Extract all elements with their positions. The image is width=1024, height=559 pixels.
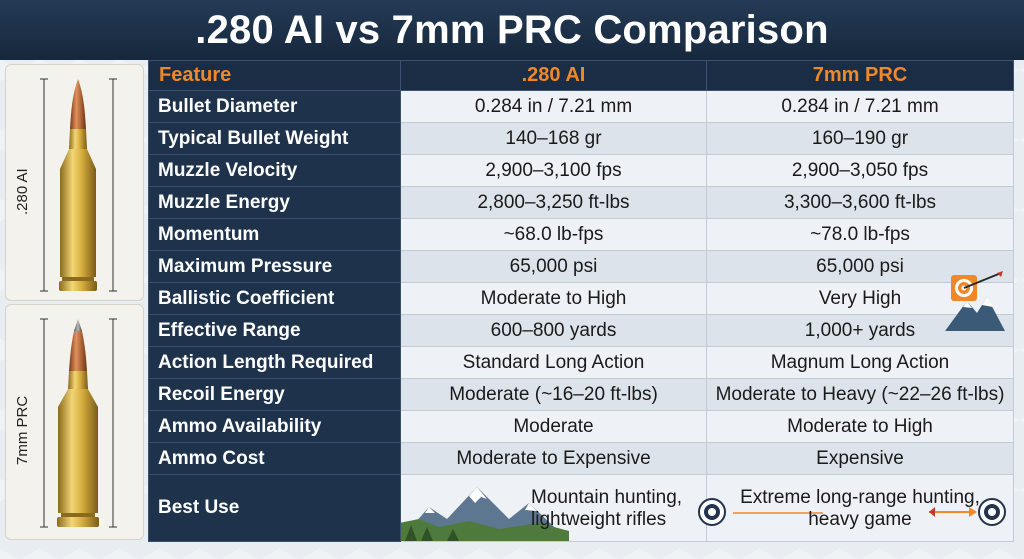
row-value-7mmprc: 160–190 gr [706,122,1014,155]
row-feature: Bullet Diameter [148,90,401,123]
cartridge-label-280ai: .280 AI [14,168,31,215]
row-feature: Muzzle Velocity [148,154,401,187]
table-header-row: Feature .280 AI 7mm PRC [148,60,1014,91]
row-value-7mmprc-text: 1,000+ yards [804,319,916,341]
row-feature: Ammo Availability [148,410,401,443]
table-row: Action Length Required Standard Long Act… [148,346,1014,379]
table-row: Typical Bullet Weight 140–168 gr 160–190… [148,122,1014,155]
row-value-7mmprc: 3,300–3,600 ft-lbs [706,186,1014,219]
best-use-280ai-line2: lightweight rifles [531,509,667,530]
best-use-7mmprc-line1: Extreme long-range hunting, [740,487,980,508]
target-icon-right [978,498,1006,526]
row-value-280ai: Moderate to Expensive [400,442,707,475]
page-title: .280 AI vs 7mm PRC Comparison [195,7,829,52]
header-feature: Feature [148,60,401,91]
row-value-280ai: 600–800 yards [400,314,707,347]
row-value-280ai: 2,800–3,250 ft-lbs [400,186,707,219]
cartridge-panel-7mmprc: 7mm PRC [5,304,144,540]
header-7mmprc: 7mm PRC [706,60,1014,91]
row-feature: Momentum [148,218,401,251]
row-value-7mmprc: Extreme long-range hunting, heavy game [698,474,1014,542]
row-value-7mmprc: Moderate to High [706,410,1014,443]
row-value-7mmprc: Very High [706,282,1014,315]
cartridge-label-7mmprc: 7mm PRC [14,395,31,465]
arrow-icon [929,507,977,517]
comparison-table: Feature .280 AI 7mm PRC Bullet Diameter … [148,60,1014,542]
table-row: Ammo Availability Moderate Moderate to H… [148,410,1014,443]
header-280ai: .280 AI [400,60,707,91]
row-feature: Recoil Energy [148,378,401,411]
row-value-7mmprc: 1,000+ yards [706,271,1014,347]
mountain-target-icon [945,271,1005,331]
arrow-trail-left [733,512,823,514]
row-value-7mmprc: 0.284 in / 7.21 mm [706,90,1014,123]
table-row: Momentum ~68.0 lb-fps ~78.0 lb-fps [148,218,1014,251]
row-value-280ai: 65,000 psi [400,250,707,283]
table-row: Ballistic Coefficient Moderate to High V… [148,282,1014,315]
cartridge-panel-280ai: .280 AI [5,64,144,301]
row-value-7mmprc-text: Very High [818,287,902,309]
cartridge-280ai-icon [40,78,117,292]
row-feature: Effective Range [148,314,401,347]
row-value-7mmprc: Moderate to Heavy (~22–26 ft-lbs) [706,378,1014,411]
table-row: Bullet Diameter 0.284 in / 7.21 mm 0.284… [148,90,1014,123]
target-icon [698,498,726,526]
best-use-280ai-line1: Mountain hunting, [531,487,683,508]
row-value-280ai: Standard Long Action [400,346,707,379]
table-row: Ammo Cost Moderate to Expensive Expensiv… [148,442,1014,475]
row-value-7mmprc: ~78.0 lb-fps [706,218,1014,251]
table-row: Muzzle Energy 2,800–3,250 ft-lbs 3,300–3… [148,186,1014,219]
row-value-7mmprc: Expensive [706,442,1014,475]
row-value-280ai: 0.284 in / 7.21 mm [400,90,707,123]
row-value-280ai: Mountain hunting, lightweight rifles [400,474,707,542]
row-value-280ai: 140–168 gr [400,122,707,155]
mountain-landscape-icon [401,487,569,541]
best-use-7mmprc-line2: heavy game [808,509,912,530]
row-feature: Action Length Required [148,346,401,379]
table-row: Recoil Energy Moderate (~16–20 ft-lbs) M… [148,378,1014,411]
row-feature: Best Use [148,474,401,542]
row-value-280ai: 2,900–3,100 fps [400,154,707,187]
row-feature: Ammo Cost [148,442,401,475]
row-feature: Maximum Pressure [148,250,401,283]
row-value-280ai: Moderate to High [400,282,707,315]
table-row-best-use: Best Use Mountain hunting, lightweight r… [148,474,1014,542]
row-feature: Ballistic Coefficient [148,282,401,315]
row-feature: Typical Bullet Weight [148,122,401,155]
table-row: Muzzle Velocity 2,900–3,100 fps 2,900–3,… [148,154,1014,187]
row-feature: Muzzle Energy [148,186,401,219]
table-row: Maximum Pressure 65,000 psi 65,000 psi [148,250,1014,283]
row-value-280ai: ~68.0 lb-fps [400,218,707,251]
row-value-280ai: Moderate (~16–20 ft-lbs) [400,378,707,411]
cartridge-7mmprc-icon [40,318,117,528]
row-value-7mmprc: 65,000 psi [706,250,1014,283]
row-value-280ai: Moderate [400,410,707,443]
row-value-7mmprc: 2,900–3,050 fps [706,154,1014,187]
title-bar: .280 AI vs 7mm PRC Comparison [0,0,1024,60]
row-value-7mmprc: Magnum Long Action [706,346,1014,379]
table-row: Effective Range 600–800 yards 1,000+ yar… [148,271,1014,347]
